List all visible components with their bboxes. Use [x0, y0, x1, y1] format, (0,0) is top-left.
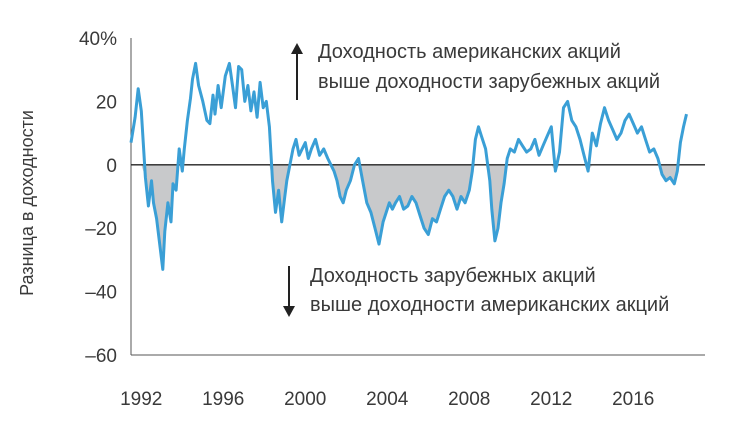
- y-tick-label: –40: [85, 283, 117, 304]
- x-tick-label: 2004: [366, 389, 409, 410]
- annotation-up-line-2: выше доходности зарубежных акций: [318, 71, 660, 93]
- annotation-down-line-2: выше доходности американских акций: [310, 294, 669, 316]
- y-axis-title: Разница в доходности: [17, 110, 37, 296]
- annotation-us-outperform: Доходность американских акций выше доход…: [291, 41, 660, 100]
- annotation-up-line-1: Доходность американских акций: [318, 41, 621, 63]
- y-axis-title-group: Разница в доходности: [17, 110, 37, 296]
- annotation-down-line-1: Доходность зарубежных акций: [310, 265, 596, 287]
- y-tick-label: –60: [85, 346, 117, 367]
- y-tick-label: 0: [106, 156, 117, 177]
- down-arrow-icon: [283, 306, 295, 317]
- x-tick-label: 2008: [448, 389, 490, 410]
- y-tick-label: 20: [96, 92, 117, 113]
- x-tick-label: 2012: [530, 389, 572, 410]
- x-tick-label: 2016: [612, 389, 654, 410]
- negative-area-fill: [131, 164, 687, 270]
- x-tick-label: 1992: [120, 389, 162, 410]
- annotation-foreign-outperform: Доходность зарубежных акций выше доходно…: [283, 265, 669, 317]
- series-line: [129, 61, 688, 271]
- x-axis-ticks: 1992 1996 2000 2004 2008 2012 2016: [120, 389, 654, 410]
- x-tick-label: 2000: [284, 389, 326, 410]
- y-axis-ticks: 40% 20 0 –20 –40 –60: [79, 29, 117, 367]
- up-arrow-icon: [291, 43, 303, 54]
- x-tick-label: 1996: [202, 389, 244, 410]
- plot-area: [129, 38, 705, 356]
- y-tick-label: –20: [85, 219, 117, 240]
- y-tick-label: 40%: [79, 29, 117, 50]
